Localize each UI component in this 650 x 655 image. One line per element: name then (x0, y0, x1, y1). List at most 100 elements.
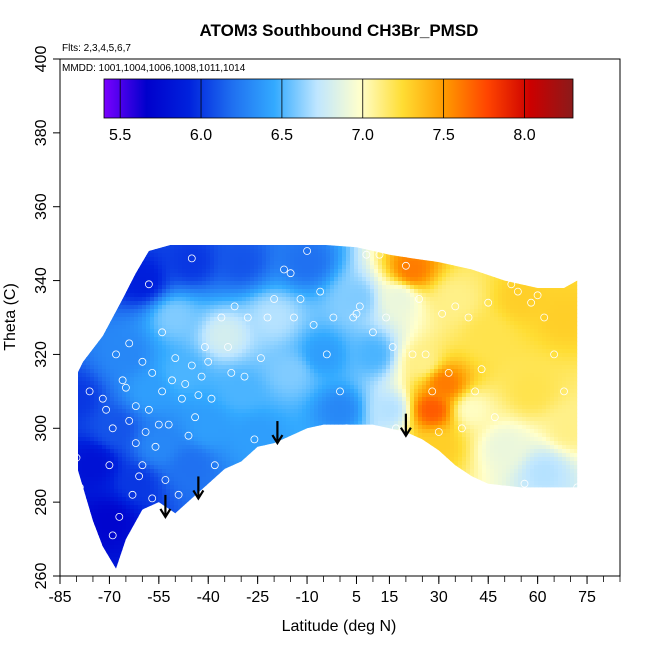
field-cell (186, 489, 191, 494)
field-cell (306, 477, 311, 482)
field-cell (122, 301, 127, 306)
field-cell (82, 501, 87, 506)
field-cell (290, 349, 295, 354)
field-cell (142, 473, 147, 478)
field-cell (154, 269, 159, 274)
field-cell (206, 389, 211, 394)
field-cell (290, 517, 295, 522)
field-cell (162, 401, 167, 406)
field-cell (302, 429, 307, 434)
field-cell (174, 509, 179, 514)
field-cell (246, 385, 251, 390)
field-cell (298, 409, 303, 414)
field-cell (246, 257, 251, 262)
field-cell (182, 269, 187, 274)
field-cell (286, 337, 291, 342)
field-cell (94, 257, 99, 262)
field-cell (314, 273, 319, 278)
field-cell (94, 297, 99, 302)
field-cell (266, 293, 271, 298)
field-cell (202, 333, 207, 338)
field-cell (286, 405, 291, 410)
field-cell (150, 265, 155, 270)
field-cell (138, 317, 143, 322)
field-cell (214, 493, 219, 498)
field-cell (110, 329, 115, 334)
field-cell (190, 333, 195, 338)
field-cell (138, 309, 143, 314)
field-cell (286, 345, 291, 350)
field-cell (114, 393, 119, 398)
field-cell (98, 545, 103, 550)
field-cell (242, 393, 247, 398)
field-cell (158, 321, 163, 326)
field-cell (202, 313, 207, 318)
field-cell (106, 321, 111, 326)
field-cell (102, 329, 107, 334)
field-cell (306, 393, 311, 398)
field-cell (250, 329, 255, 334)
field-cell (250, 493, 255, 498)
field-cell (206, 329, 211, 334)
field-cell (190, 461, 195, 466)
field-cell (310, 273, 315, 278)
field-cell (170, 289, 175, 294)
field-cell (310, 373, 315, 378)
field-cell (106, 553, 111, 558)
field-cell (154, 501, 159, 506)
field-cell (278, 477, 283, 482)
field-cell (110, 377, 115, 382)
field-cell (178, 285, 183, 290)
field-cell (242, 345, 247, 350)
field-cell (250, 457, 255, 462)
field-cell (262, 429, 267, 434)
field-cell (142, 329, 147, 334)
field-cell (254, 529, 259, 534)
field-cell (218, 453, 223, 458)
field-cell (290, 541, 295, 546)
field-cell (302, 517, 307, 522)
field-cell (302, 477, 307, 482)
field-cell (210, 457, 215, 462)
field-cell (266, 365, 271, 370)
field-cell (150, 433, 155, 438)
field-cell (126, 409, 131, 414)
field-cell (238, 389, 243, 394)
field-cell (314, 481, 319, 486)
field-cell (282, 405, 287, 410)
field-cell (242, 293, 247, 298)
field-cell (294, 413, 299, 418)
field-cell (202, 285, 207, 290)
field-cell (218, 269, 223, 274)
field-cell (146, 245, 151, 250)
field-cell (282, 289, 287, 294)
field-cell (174, 561, 179, 566)
field-cell (118, 493, 123, 498)
field-cell (110, 449, 115, 454)
field-cell (254, 329, 259, 334)
field-cell (270, 409, 275, 414)
field-cell (294, 317, 299, 322)
field-cell (294, 557, 299, 562)
field-cell (238, 373, 243, 378)
field-cell (306, 317, 311, 322)
field-cell (174, 425, 179, 430)
field-cell (262, 509, 267, 514)
field-cell (234, 545, 239, 550)
field-cell (218, 413, 223, 418)
field-cell (150, 337, 155, 342)
field-cell (262, 549, 267, 554)
field-cell (90, 497, 95, 502)
field-cell (206, 549, 211, 554)
field-cell (238, 341, 243, 346)
field-cell (158, 469, 163, 474)
field-cell (166, 521, 171, 526)
field-cell (150, 457, 155, 462)
field-cell (242, 381, 247, 386)
field-cell (166, 257, 171, 262)
field-cell (294, 545, 299, 550)
field-cell (266, 469, 271, 474)
field-cell (282, 333, 287, 338)
field-cell (82, 453, 87, 458)
field-cell (222, 285, 227, 290)
